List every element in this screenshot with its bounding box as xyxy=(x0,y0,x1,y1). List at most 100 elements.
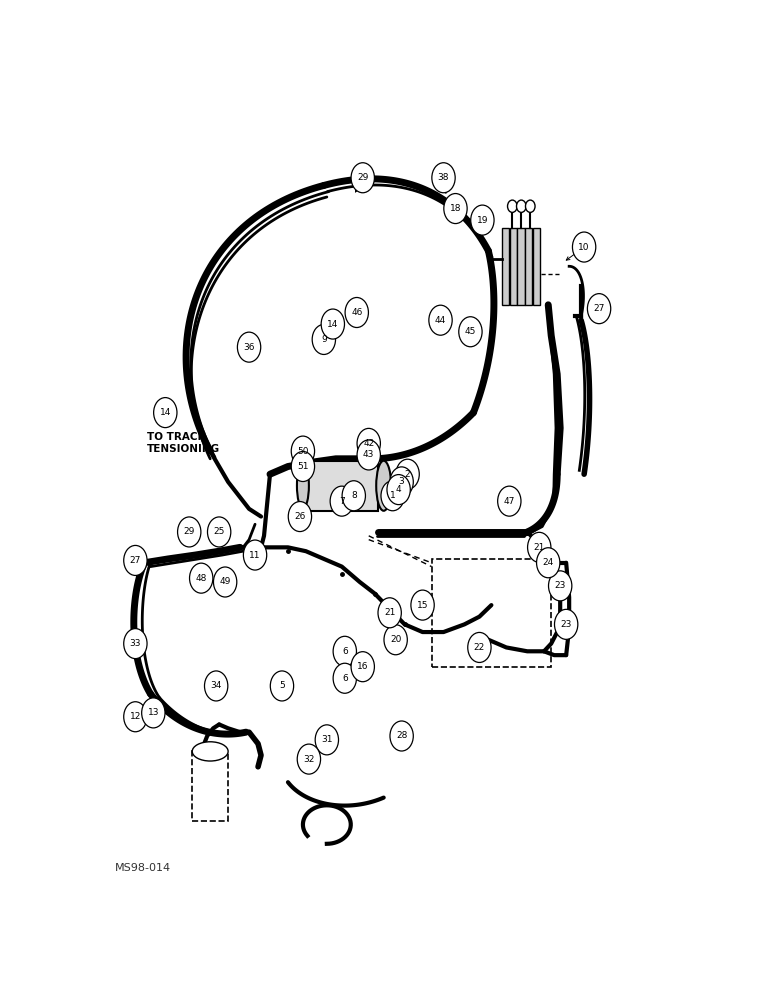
Circle shape xyxy=(411,590,434,620)
Text: 42: 42 xyxy=(363,439,374,448)
Circle shape xyxy=(554,609,577,639)
Text: 8: 8 xyxy=(351,491,357,500)
Text: 51: 51 xyxy=(297,462,309,471)
Text: 27: 27 xyxy=(594,304,604,313)
Circle shape xyxy=(468,632,491,662)
Circle shape xyxy=(459,317,482,347)
Circle shape xyxy=(471,205,494,235)
Text: 23: 23 xyxy=(560,620,572,629)
Circle shape xyxy=(507,200,517,212)
Circle shape xyxy=(124,545,147,575)
Text: 16: 16 xyxy=(357,662,368,671)
Circle shape xyxy=(321,309,344,339)
Ellipse shape xyxy=(297,463,309,508)
Text: 44: 44 xyxy=(435,316,446,325)
Circle shape xyxy=(587,294,611,324)
Circle shape xyxy=(124,629,147,659)
Circle shape xyxy=(334,663,357,693)
Circle shape xyxy=(384,625,408,655)
Bar xyxy=(533,228,540,305)
Circle shape xyxy=(291,436,314,466)
Circle shape xyxy=(330,486,354,516)
Circle shape xyxy=(345,297,368,328)
Text: 45: 45 xyxy=(465,327,476,336)
Text: TO TRACK
TENSIONING: TO TRACK TENSIONING xyxy=(147,432,221,454)
Bar xyxy=(517,228,525,305)
Circle shape xyxy=(315,725,338,755)
Text: 14: 14 xyxy=(327,320,338,329)
Text: 2: 2 xyxy=(405,470,411,479)
Text: 21: 21 xyxy=(533,543,545,552)
Text: 28: 28 xyxy=(396,732,408,740)
Circle shape xyxy=(573,232,596,262)
Text: 32: 32 xyxy=(303,755,314,764)
Text: MS98-014: MS98-014 xyxy=(114,863,171,873)
Text: 11: 11 xyxy=(249,551,261,560)
Circle shape xyxy=(351,652,374,682)
Circle shape xyxy=(208,517,231,547)
Text: 34: 34 xyxy=(211,681,222,690)
Bar xyxy=(510,228,516,305)
Circle shape xyxy=(351,163,374,193)
Text: 23: 23 xyxy=(554,581,566,590)
Text: 15: 15 xyxy=(417,601,428,610)
Circle shape xyxy=(432,163,455,193)
Text: 5: 5 xyxy=(279,681,285,690)
Text: 33: 33 xyxy=(130,639,141,648)
Circle shape xyxy=(390,721,413,751)
Circle shape xyxy=(178,517,201,547)
Text: 10: 10 xyxy=(578,243,590,252)
Text: 6: 6 xyxy=(342,674,347,683)
Circle shape xyxy=(243,540,266,570)
Circle shape xyxy=(357,428,381,458)
Text: 29: 29 xyxy=(184,527,195,536)
Circle shape xyxy=(527,532,551,562)
Text: 48: 48 xyxy=(195,574,207,583)
Text: 7: 7 xyxy=(339,497,344,506)
Text: 19: 19 xyxy=(476,216,488,225)
Circle shape xyxy=(342,481,365,511)
Text: 14: 14 xyxy=(160,408,171,417)
Circle shape xyxy=(124,702,147,732)
Text: 47: 47 xyxy=(503,497,515,506)
Bar xyxy=(306,461,378,511)
Text: 21: 21 xyxy=(384,608,395,617)
Text: 6: 6 xyxy=(342,647,347,656)
Text: 36: 36 xyxy=(243,343,255,352)
Circle shape xyxy=(429,305,452,335)
Circle shape xyxy=(444,194,467,224)
Text: 12: 12 xyxy=(130,712,141,721)
Circle shape xyxy=(142,698,165,728)
Text: 24: 24 xyxy=(543,558,554,567)
Circle shape xyxy=(154,398,177,428)
Text: 13: 13 xyxy=(147,708,159,717)
Text: 18: 18 xyxy=(450,204,461,213)
Text: 29: 29 xyxy=(357,173,368,182)
Circle shape xyxy=(312,324,336,354)
Ellipse shape xyxy=(376,461,391,511)
Circle shape xyxy=(516,200,526,212)
Circle shape xyxy=(288,502,312,532)
Circle shape xyxy=(205,671,228,701)
Circle shape xyxy=(390,467,413,497)
Text: 22: 22 xyxy=(474,643,485,652)
Circle shape xyxy=(396,459,419,489)
Circle shape xyxy=(387,475,410,505)
Circle shape xyxy=(537,548,560,578)
Circle shape xyxy=(526,200,535,212)
Circle shape xyxy=(214,567,237,597)
Circle shape xyxy=(190,563,213,593)
Bar xyxy=(192,751,229,821)
Circle shape xyxy=(549,571,572,601)
Text: 43: 43 xyxy=(363,450,374,459)
Bar xyxy=(432,559,551,667)
Text: 4: 4 xyxy=(396,485,401,494)
Circle shape xyxy=(270,671,293,701)
Text: 38: 38 xyxy=(438,173,449,182)
Circle shape xyxy=(238,332,261,362)
Text: 27: 27 xyxy=(130,556,141,565)
Bar xyxy=(525,228,533,305)
Text: 46: 46 xyxy=(351,308,362,317)
Text: 26: 26 xyxy=(294,512,306,521)
Circle shape xyxy=(334,636,357,666)
